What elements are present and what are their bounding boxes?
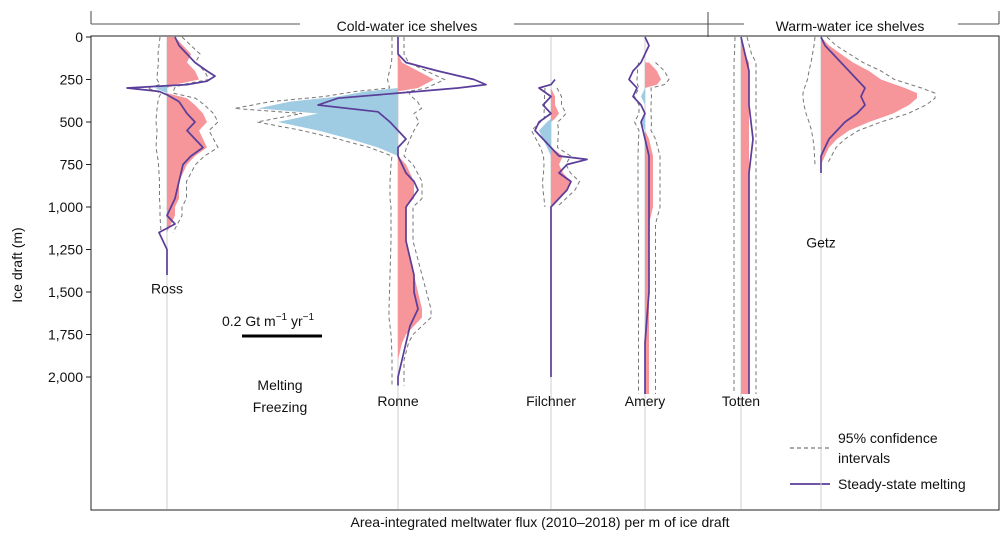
y-tick-label: 1,000 — [48, 199, 83, 215]
y-tick-label: 1,250 — [48, 242, 83, 258]
getz-steady-state-line — [820, 36, 866, 173]
getz-ci-upper — [826, 36, 936, 165]
y-axis-title: Ice draft (m) — [9, 227, 25, 302]
steady-legend-label: Steady-state melting — [838, 476, 966, 492]
totten-steady-state-line — [740, 36, 754, 394]
ronne-label: Ronne — [377, 393, 418, 409]
y-tick-label: 1,500 — [48, 284, 83, 300]
warm-water-group-label: Warm-water ice shelves — [776, 18, 925, 34]
totten-ci-lower — [733, 36, 736, 394]
totten-label: Totten — [722, 393, 760, 409]
filchner-label: Filchner — [526, 393, 576, 409]
melting-key-label: Melting — [257, 377, 302, 393]
totten-ci-upper — [746, 36, 757, 394]
plot-frame — [90, 35, 1000, 511]
ross-melting-area — [167, 37, 207, 233]
filchner-ci-lower — [530, 87, 546, 208]
ross-ci-lower — [145, 36, 162, 233]
ross-ci-upper — [172, 36, 219, 233]
getz-ci-lower — [802, 36, 816, 165]
ross-steady-state-line — [126, 36, 216, 275]
ronne-ci-lower — [234, 37, 393, 386]
filchner-steady-state-line — [534, 78, 588, 377]
y-tick-label: 500 — [60, 114, 84, 130]
filchner-ci-upper — [556, 87, 581, 208]
cold-water-group-label: Cold-water ice shelves — [337, 18, 478, 34]
amery-label: Amery — [625, 393, 665, 409]
getz-label: Getz — [806, 235, 836, 251]
filchner-freezing-area — [539, 88, 551, 207]
ronne-ci-upper — [403, 37, 446, 386]
amery-freezing-area — [641, 62, 645, 394]
y-tick-label: 0 — [75, 29, 83, 45]
freezing-key-label: Freezing — [253, 399, 307, 415]
ronne-melting-area — [398, 37, 434, 386]
ci-legend-label-line2: intervals — [838, 450, 890, 466]
ross-label: Ross — [151, 281, 183, 297]
ronne-steady-state-line — [317, 37, 487, 386]
y-tick-label: 250 — [60, 72, 84, 88]
amery-ci-upper — [650, 62, 670, 394]
getz-melting-area — [821, 37, 917, 165]
ross-freezing-area — [155, 37, 167, 233]
amery-steady-state-line — [628, 36, 650, 394]
ci-legend-label: 95% confidence — [838, 430, 938, 446]
y-tick-label: 1,750 — [48, 327, 83, 343]
scale-bar-label: 0.2 Gt m−1 yr−1 — [222, 312, 314, 329]
totten-melting-area — [741, 37, 749, 394]
y-tick-label: 750 — [60, 157, 84, 173]
ronne-freezing-area — [258, 37, 398, 386]
y-tick-label: 2,000 — [48, 369, 83, 385]
amery-ci-lower — [633, 62, 640, 394]
amery-melting-area — [645, 62, 661, 394]
x-axis-title: Area-integrated meltwater flux (2010–201… — [351, 514, 730, 530]
